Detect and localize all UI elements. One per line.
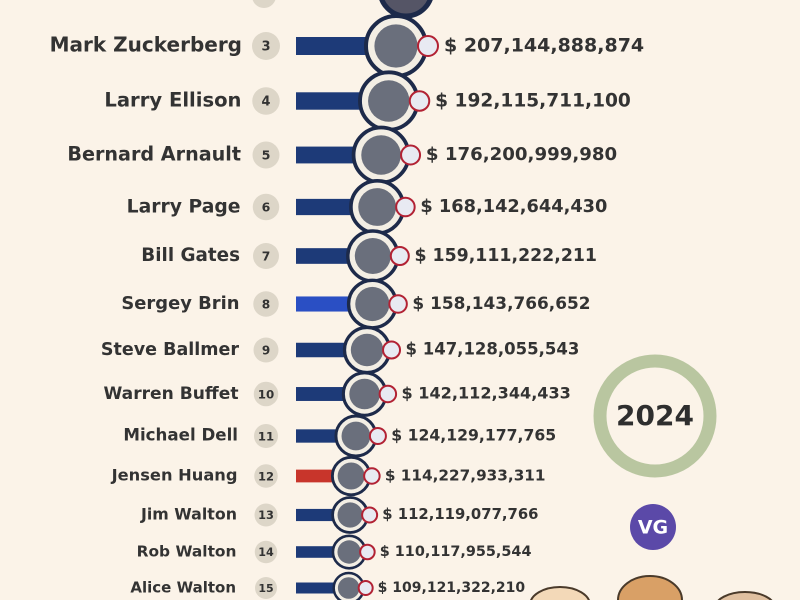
flag (363, 467, 381, 485)
rank: 4 (262, 95, 271, 110)
rank: 11 (258, 430, 274, 444)
rank-badge (252, 193, 280, 221)
name-label: Michael Dell (123, 426, 238, 445)
rank-badge (252, 87, 280, 115)
rank-badge-partial (252, 0, 276, 8)
rank-badge (254, 540, 278, 564)
rank-badge (254, 503, 278, 527)
name-label: Warren Buffet (103, 384, 238, 404)
avatar-photo (355, 286, 390, 322)
value-label: $ 207,144,888,874 (444, 35, 644, 57)
flag (395, 196, 416, 218)
rank: 13 (258, 508, 274, 522)
flag (382, 340, 402, 360)
flag (359, 543, 376, 561)
year: 2024 (616, 399, 694, 432)
flag (388, 294, 408, 314)
name-label: Bernard Arnault (67, 143, 241, 166)
value-label: $ 158,143,766,652 (412, 293, 590, 313)
flag (361, 506, 379, 524)
value-label: $ 176,200,999,980 (426, 144, 617, 165)
value-label: $ 110,117,955,544 (380, 544, 532, 560)
value-label: $ 112,119,077,766 (382, 506, 538, 523)
avatar-photo (358, 188, 397, 226)
value-label: $ 159,111,222,211 (414, 246, 597, 266)
rank: 5 (262, 148, 271, 163)
avatar-photo (349, 378, 380, 410)
rank-badge (252, 141, 280, 169)
flag (389, 246, 410, 266)
cartoon (617, 575, 683, 600)
flag (357, 580, 374, 596)
name-label: Larry Ellison (104, 89, 241, 112)
cartoon (717, 591, 773, 600)
rank: 15 (258, 582, 273, 595)
avatar-photo (361, 135, 401, 175)
name-label: Jensen Huang (111, 466, 238, 485)
avatar-photo (337, 577, 360, 599)
avatar-photo (337, 540, 361, 564)
rank-badge (254, 464, 278, 488)
rank-badge (253, 291, 279, 317)
flag (378, 384, 398, 404)
rank: 3 (261, 40, 270, 55)
rank-badge (254, 424, 278, 448)
avatar-photo (350, 333, 384, 367)
rank: 10 (258, 388, 274, 402)
flag (368, 427, 387, 445)
name-label: Rob Walton (137, 543, 237, 561)
rank: 9 (262, 344, 270, 358)
rank-badge (253, 381, 279, 407)
name-label: Larry Page (127, 197, 241, 218)
avatar-photo (337, 502, 363, 528)
rank: 8 (262, 298, 270, 312)
cartoon-heads (530, 575, 773, 600)
avatar-photo (374, 24, 418, 68)
value-label: $ 168,142,644,430 (420, 197, 607, 217)
year-ring (593, 354, 717, 478)
rank-badge (253, 243, 279, 269)
flag (417, 35, 439, 57)
rank: 7 (262, 250, 271, 264)
rank: 14 (258, 546, 274, 559)
rank-badge (253, 337, 279, 363)
name-label: Mark Zuckerberg (50, 33, 242, 57)
value-label: $ 124,129,177,765 (391, 426, 556, 445)
value-label: $ 142,112,344,433 (402, 384, 571, 403)
rank-badge (255, 577, 277, 599)
avatar-photo (337, 462, 365, 490)
value-label: $ 114,227,933,311 (385, 467, 546, 485)
flag (408, 90, 431, 112)
name-label: Alice Walton (130, 579, 236, 597)
logo: VG (638, 517, 668, 539)
rank-badge (252, 32, 280, 60)
name-label: Sergey Brin (121, 293, 239, 314)
value-label: $ 192,115,711,100 (435, 91, 631, 112)
name-label: Steve Ballmer (101, 340, 239, 360)
value-label: $ 109,121,322,210 (378, 580, 526, 596)
name-label: Bill Gates (141, 245, 240, 266)
value-label: $ 147,128,055,543 (406, 340, 580, 359)
avatar-photo (368, 80, 410, 122)
bar (296, 582, 349, 594)
flag (400, 144, 422, 166)
avatar-photo (341, 421, 371, 451)
avatar-photo (354, 238, 391, 274)
name-label: Jim Walton (140, 505, 237, 524)
rank: 12 (258, 470, 274, 484)
logo-circle (630, 504, 676, 550)
cartoon (530, 586, 590, 600)
bar (296, 546, 350, 558)
rank: 6 (262, 200, 271, 215)
